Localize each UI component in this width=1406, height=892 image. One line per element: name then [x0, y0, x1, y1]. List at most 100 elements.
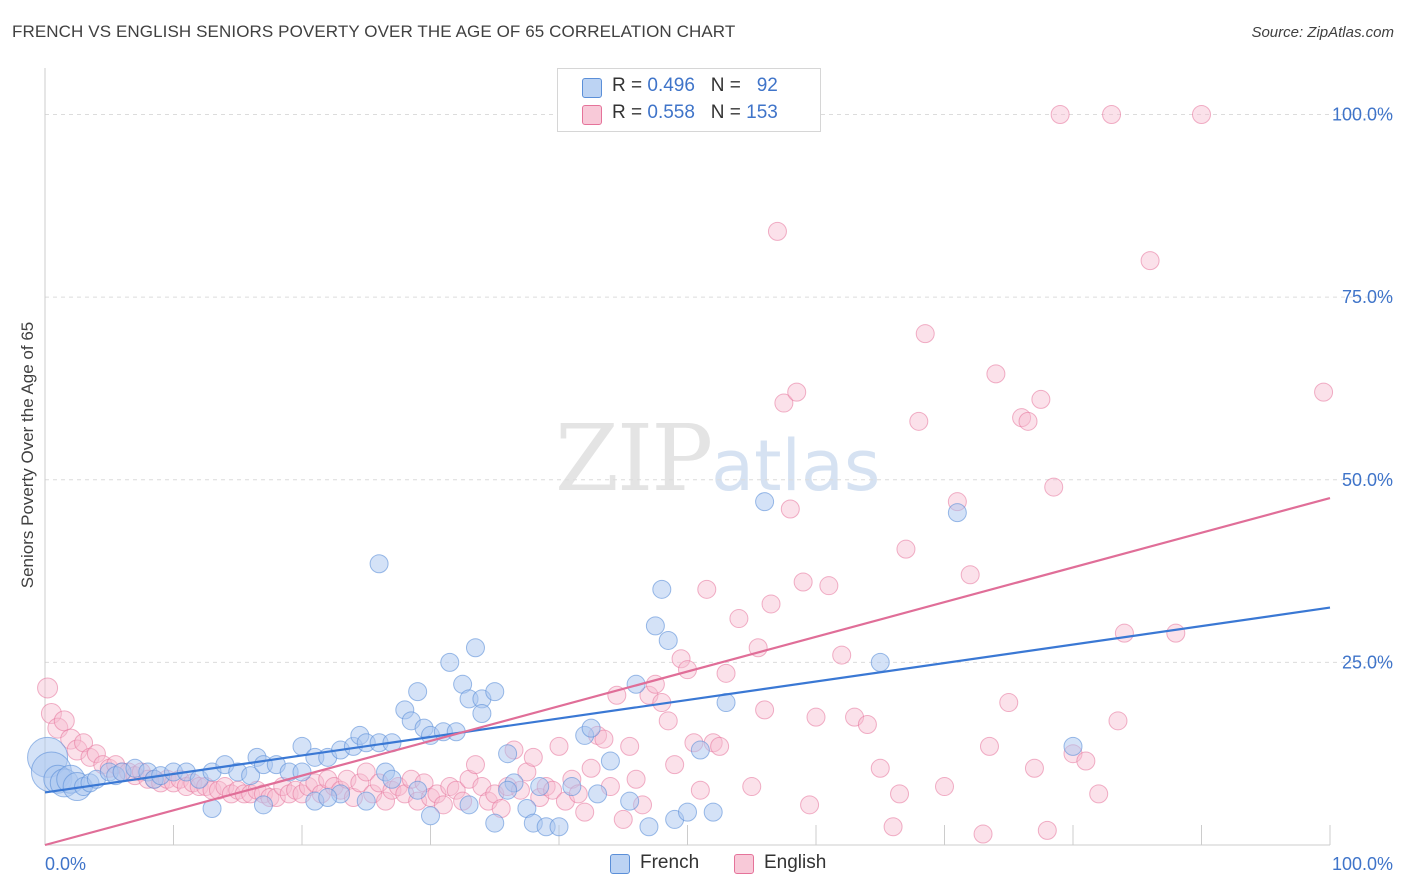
english-point-111	[761, 594, 781, 614]
watermark-atlas: atlas	[711, 425, 881, 507]
y-tick-label-3: 100.0%	[1332, 105, 1393, 125]
bottom-legend-swatch-english	[734, 854, 754, 874]
french-point-65	[620, 791, 640, 811]
legend-french-r-value: 0.496	[647, 75, 695, 96]
x-tick-label-1: 100.0%	[1332, 854, 1393, 874]
english-point-146	[1102, 105, 1122, 125]
chart-source: Source: ZipAtlas.com	[1251, 24, 1394, 41]
english-point-118	[806, 707, 826, 727]
french-trend-line	[44, 606, 1331, 794]
english-point-139	[1031, 389, 1051, 409]
english-point-149	[1140, 251, 1160, 271]
french-point-80	[369, 554, 389, 574]
english-point-152	[1314, 382, 1334, 402]
english-series-points	[37, 105, 1334, 844]
legend-french-r-label: R =	[612, 75, 648, 96]
french-point-85	[421, 806, 440, 826]
english-point-135	[999, 693, 1019, 713]
french-point-68	[645, 616, 665, 636]
english-point-119	[819, 576, 839, 596]
french-point-77	[870, 652, 890, 672]
french-point-82	[253, 795, 273, 815]
english-point-147	[1108, 711, 1128, 731]
french-point-90	[356, 791, 376, 811]
english-point-112	[767, 221, 787, 241]
english-point-126	[896, 539, 916, 559]
french-point-78	[947, 503, 967, 523]
legend-french-n-label: N =	[710, 75, 747, 96]
english-point-99	[671, 649, 691, 669]
english-point-102	[690, 780, 710, 800]
english-point-116	[793, 572, 813, 592]
bottom-legend-swatch-french	[610, 854, 630, 874]
french-point-52	[485, 682, 505, 702]
english-point-97	[658, 711, 678, 731]
french-point-63	[588, 784, 608, 804]
english-point-90	[613, 809, 633, 829]
english-point-132	[973, 824, 993, 844]
english-point-136	[1012, 408, 1032, 428]
legend-swatch-english	[582, 105, 602, 125]
english-point-76	[523, 747, 543, 767]
french-point-76	[755, 492, 775, 512]
french-point-64	[600, 751, 620, 771]
english-point-64	[446, 780, 466, 800]
english-point-110	[755, 700, 775, 720]
english-point-67	[465, 755, 485, 775]
english-point-91	[620, 736, 640, 756]
english-point-133	[979, 736, 999, 756]
english-point-122	[857, 714, 877, 734]
bottom-legend-label-english: English	[764, 852, 827, 873]
y-tick-label-2: 75.0%	[1342, 287, 1393, 307]
watermark-zip: ZIP	[555, 405, 713, 512]
english-point-53	[376, 791, 396, 811]
french-point-59	[549, 817, 569, 837]
english-point-3	[53, 710, 75, 732]
english-point-145	[1089, 784, 1109, 804]
english-point-125	[890, 784, 910, 804]
correlation-legend: R = 0.496 N = 92 R = 0.558 N = 153	[557, 68, 821, 132]
english-point-127	[909, 411, 929, 431]
axes	[44, 68, 1331, 846]
french-point-86	[459, 795, 479, 815]
french-point-70	[658, 630, 678, 650]
grid-lines	[45, 114, 1392, 663]
chart-title: FRENCH VS ENGLISH SENIORS POVERTY OVER T…	[12, 22, 736, 41]
english-point-117	[800, 795, 820, 815]
french-point-91	[408, 780, 428, 800]
english-point-49	[350, 773, 370, 793]
english-point-113	[774, 393, 794, 413]
english-point-0	[37, 677, 59, 699]
x-tick-label-0: 0.0%	[45, 854, 86, 874]
french-point-45	[440, 652, 460, 672]
english-point-140	[1037, 820, 1057, 840]
english-point-124	[883, 817, 903, 837]
english-point-151	[1192, 105, 1211, 125]
legend-text-french: R = 0.496 N = 92	[612, 75, 778, 97]
french-point-57	[530, 777, 550, 797]
english-point-148	[1114, 623, 1134, 643]
french-point-22	[241, 766, 261, 786]
english-point-123	[870, 758, 890, 778]
english-point-87	[594, 729, 614, 749]
english-point-108	[742, 777, 762, 797]
legend-english-r-value: 0.558	[647, 102, 695, 123]
english-point-5	[66, 739, 88, 761]
french-point-79	[1063, 736, 1083, 756]
french-point-53	[498, 744, 518, 764]
french-point-60	[562, 777, 582, 797]
french-point-41	[408, 682, 428, 702]
english-point-144	[1076, 751, 1096, 771]
english-point-63	[440, 777, 460, 797]
english-point-105	[710, 736, 730, 756]
english-point-141	[1044, 477, 1064, 497]
french-point-87	[485, 813, 505, 833]
english-point-138	[1024, 758, 1044, 778]
english-point-80	[549, 736, 569, 756]
y-tick-label-0: 25.0%	[1342, 652, 1393, 672]
french-point-62	[581, 718, 601, 738]
english-point-114	[780, 499, 800, 519]
bottom-legend-label-french: French	[640, 852, 700, 873]
french-point-69	[652, 579, 672, 599]
